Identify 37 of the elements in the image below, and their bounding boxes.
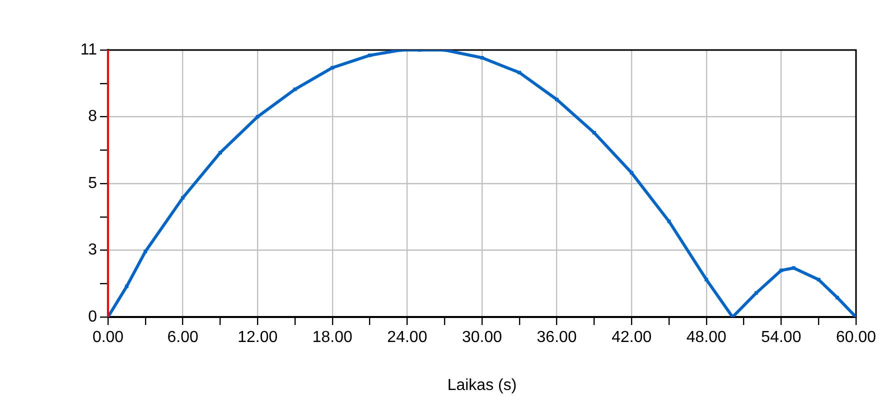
point — [555, 98, 559, 102]
point — [816, 278, 820, 282]
point — [792, 266, 796, 270]
point — [218, 150, 222, 154]
point — [754, 291, 758, 295]
x-tick-label: 24.00 — [387, 329, 428, 346]
point — [630, 171, 634, 175]
point — [480, 56, 484, 60]
y-tick-label: 5 — [88, 174, 98, 192]
point — [256, 114, 260, 119]
point — [181, 196, 185, 200]
x-axis-title: Laikas (s) — [447, 376, 517, 394]
x-tick-label: 12.00 — [238, 329, 278, 346]
x-tick-label: 30.00 — [462, 329, 502, 346]
point — [368, 54, 372, 58]
y-tick-label: 0 — [88, 308, 98, 326]
x-tick-label: 36.00 — [536, 329, 577, 346]
point — [518, 70, 522, 74]
x-tick-label: 48.00 — [686, 329, 727, 346]
point — [592, 131, 596, 135]
point — [779, 268, 783, 272]
point — [144, 250, 148, 254]
y-tick-label: 3 — [88, 242, 98, 259]
y-tick-label: 11 — [80, 41, 98, 58]
x-tick-label: 42.00 — [612, 329, 652, 346]
x-tick-label: 0.00 — [92, 329, 124, 346]
x-tick-label: 54.00 — [761, 329, 802, 346]
point — [124, 284, 128, 288]
point — [704, 278, 708, 282]
x-tick-label: 18.00 — [312, 329, 353, 346]
point — [293, 88, 297, 92]
x-tick-label: 60.00 — [836, 329, 876, 346]
x-tick-label: 6.00 — [167, 329, 198, 346]
point — [836, 296, 840, 300]
point — [667, 220, 671, 224]
y-tick-label: 8 — [88, 108, 98, 126]
point — [330, 66, 334, 70]
